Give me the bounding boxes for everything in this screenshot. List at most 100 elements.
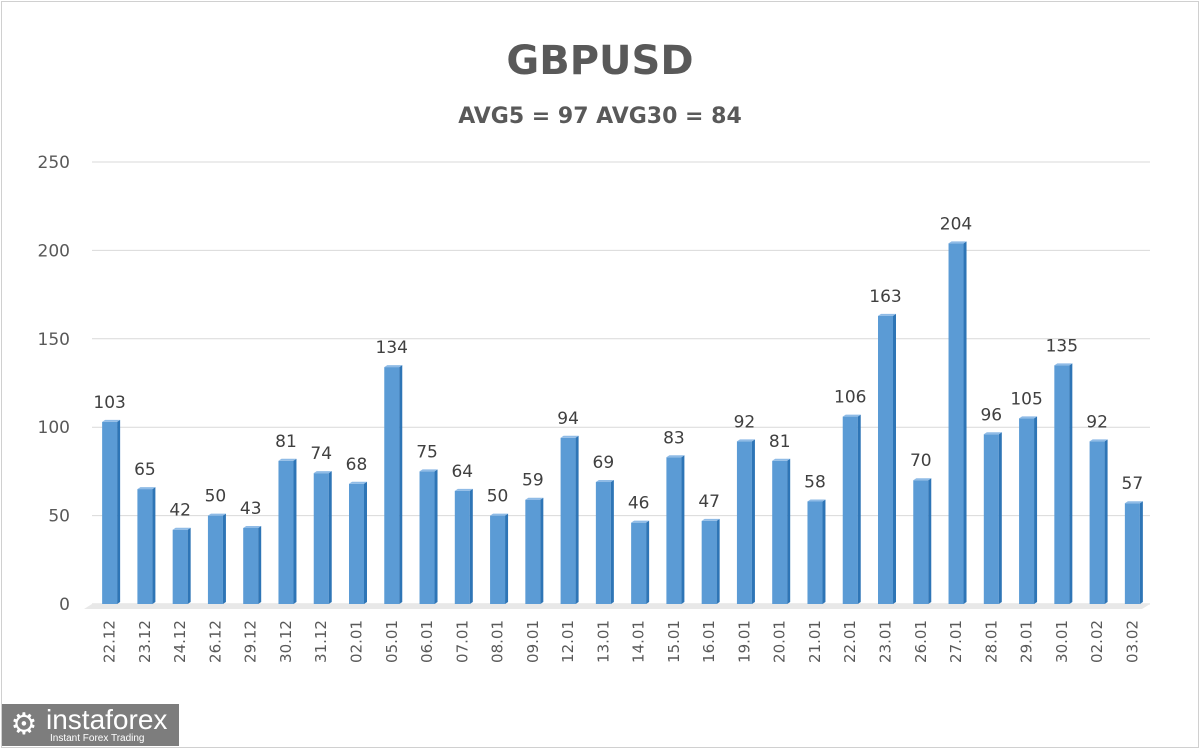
x-tick-label: 07.01 <box>453 620 471 663</box>
x-tick-label: 20.01 <box>771 620 789 663</box>
data-label: 204 <box>940 214 972 234</box>
bar-side <box>822 499 826 604</box>
bar-top <box>948 241 967 244</box>
bar <box>1124 503 1140 604</box>
bar <box>419 471 435 604</box>
y-tick-label: 50 <box>48 507 70 527</box>
data-label: 64 <box>451 462 473 482</box>
bar-side <box>1034 416 1038 604</box>
bar-top <box>243 525 262 528</box>
instaforex-logo: ⚙ instaforex Instant Forex Trading <box>2 704 179 746</box>
bar-top <box>631 520 650 523</box>
bar-top <box>419 469 438 472</box>
bar-side <box>505 513 509 604</box>
bar-top <box>137 487 156 490</box>
bar-top <box>102 419 121 422</box>
bar-side <box>681 455 685 604</box>
bar-side <box>187 527 191 604</box>
bar <box>842 416 858 604</box>
x-tick-label: 14.01 <box>630 620 648 663</box>
x-tick-label: 02.01 <box>348 620 366 663</box>
data-label: 106 <box>834 388 866 408</box>
data-label: 81 <box>275 432 297 452</box>
bar <box>807 501 823 604</box>
data-label: 83 <box>663 428 685 448</box>
data-label: 92 <box>734 412 756 432</box>
x-tick-label: 22.12 <box>101 620 119 663</box>
bar-top <box>807 499 826 502</box>
data-label: 47 <box>698 492 720 512</box>
bar <box>525 499 541 604</box>
bar-top <box>278 458 297 461</box>
bar-top <box>878 313 896 316</box>
bar-top <box>913 478 932 481</box>
bar-side <box>540 497 544 604</box>
bar <box>313 473 329 604</box>
data-label: 46 <box>628 494 650 514</box>
bar <box>1054 365 1070 604</box>
bar-top <box>384 365 403 368</box>
bar-side <box>469 488 473 604</box>
bar <box>278 460 294 604</box>
x-tick-label: 15.01 <box>665 620 683 663</box>
bar-side <box>258 525 262 604</box>
bar <box>631 522 647 604</box>
bar-top <box>490 513 509 516</box>
bar-side <box>222 513 226 604</box>
bar-top <box>1019 416 1038 419</box>
bar <box>490 515 506 604</box>
y-tick-label: 250 <box>38 153 70 173</box>
x-tick-label: 28.01 <box>982 620 1000 663</box>
x-tick-label: 23.01 <box>877 620 895 663</box>
bar-side <box>364 481 367 604</box>
bar-side <box>152 487 156 604</box>
bar-top <box>207 513 226 516</box>
bar-top <box>983 432 1002 435</box>
x-tick-label: 29.12 <box>242 620 260 663</box>
bar <box>384 367 400 604</box>
bar-top <box>1089 439 1108 442</box>
x-tick-label: 30.12 <box>277 620 295 663</box>
bar <box>560 437 576 604</box>
data-label: 92 <box>1086 412 1108 432</box>
bar-top <box>560 435 579 438</box>
data-label: 42 <box>169 501 191 521</box>
bar-top <box>1054 363 1073 366</box>
bar-side <box>893 313 896 604</box>
data-label: 58 <box>804 472 826 492</box>
bar <box>349 483 364 604</box>
bar-side <box>399 365 403 604</box>
bar-top <box>313 471 332 474</box>
data-label: 94 <box>557 409 579 429</box>
data-label: 59 <box>522 471 544 491</box>
data-label: 75 <box>416 442 438 462</box>
bar-top <box>172 527 191 530</box>
bar-side <box>787 458 791 604</box>
bar-top <box>525 497 544 500</box>
bar <box>1019 418 1035 604</box>
bar-side <box>575 435 579 604</box>
x-tick-label: 02.02 <box>1088 620 1106 663</box>
x-tick-label: 08.01 <box>489 620 507 663</box>
bar <box>878 315 893 604</box>
x-tick-label: 26.01 <box>912 620 930 663</box>
x-tick-label: 26.12 <box>206 620 224 663</box>
data-label: 69 <box>593 453 615 473</box>
data-label: 43 <box>240 499 262 519</box>
x-tick-label: 13.01 <box>594 620 612 663</box>
bar-side <box>857 414 861 604</box>
bar-side <box>716 518 720 604</box>
bar-side <box>646 520 650 604</box>
bar <box>102 421 118 604</box>
chart-title: GBPUSD <box>506 38 694 84</box>
x-tick-label: 06.01 <box>418 620 436 663</box>
bar <box>1089 441 1105 604</box>
data-label: 68 <box>346 455 368 475</box>
x-tick-label: 24.12 <box>171 620 189 663</box>
bar-side <box>1139 501 1143 604</box>
bar-side <box>434 469 438 604</box>
bar-side <box>963 241 967 604</box>
bar-top <box>736 439 755 442</box>
